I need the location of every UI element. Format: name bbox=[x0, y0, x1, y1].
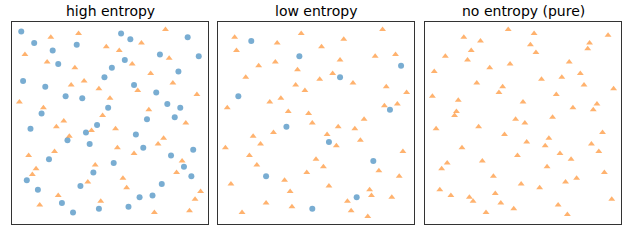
svg-text:high entropy: high entropy bbox=[66, 3, 155, 19]
svg-text:no entropy (pure): no entropy (pure) bbox=[462, 3, 585, 19]
svg-text:low entropy: low entropy bbox=[275, 3, 358, 19]
